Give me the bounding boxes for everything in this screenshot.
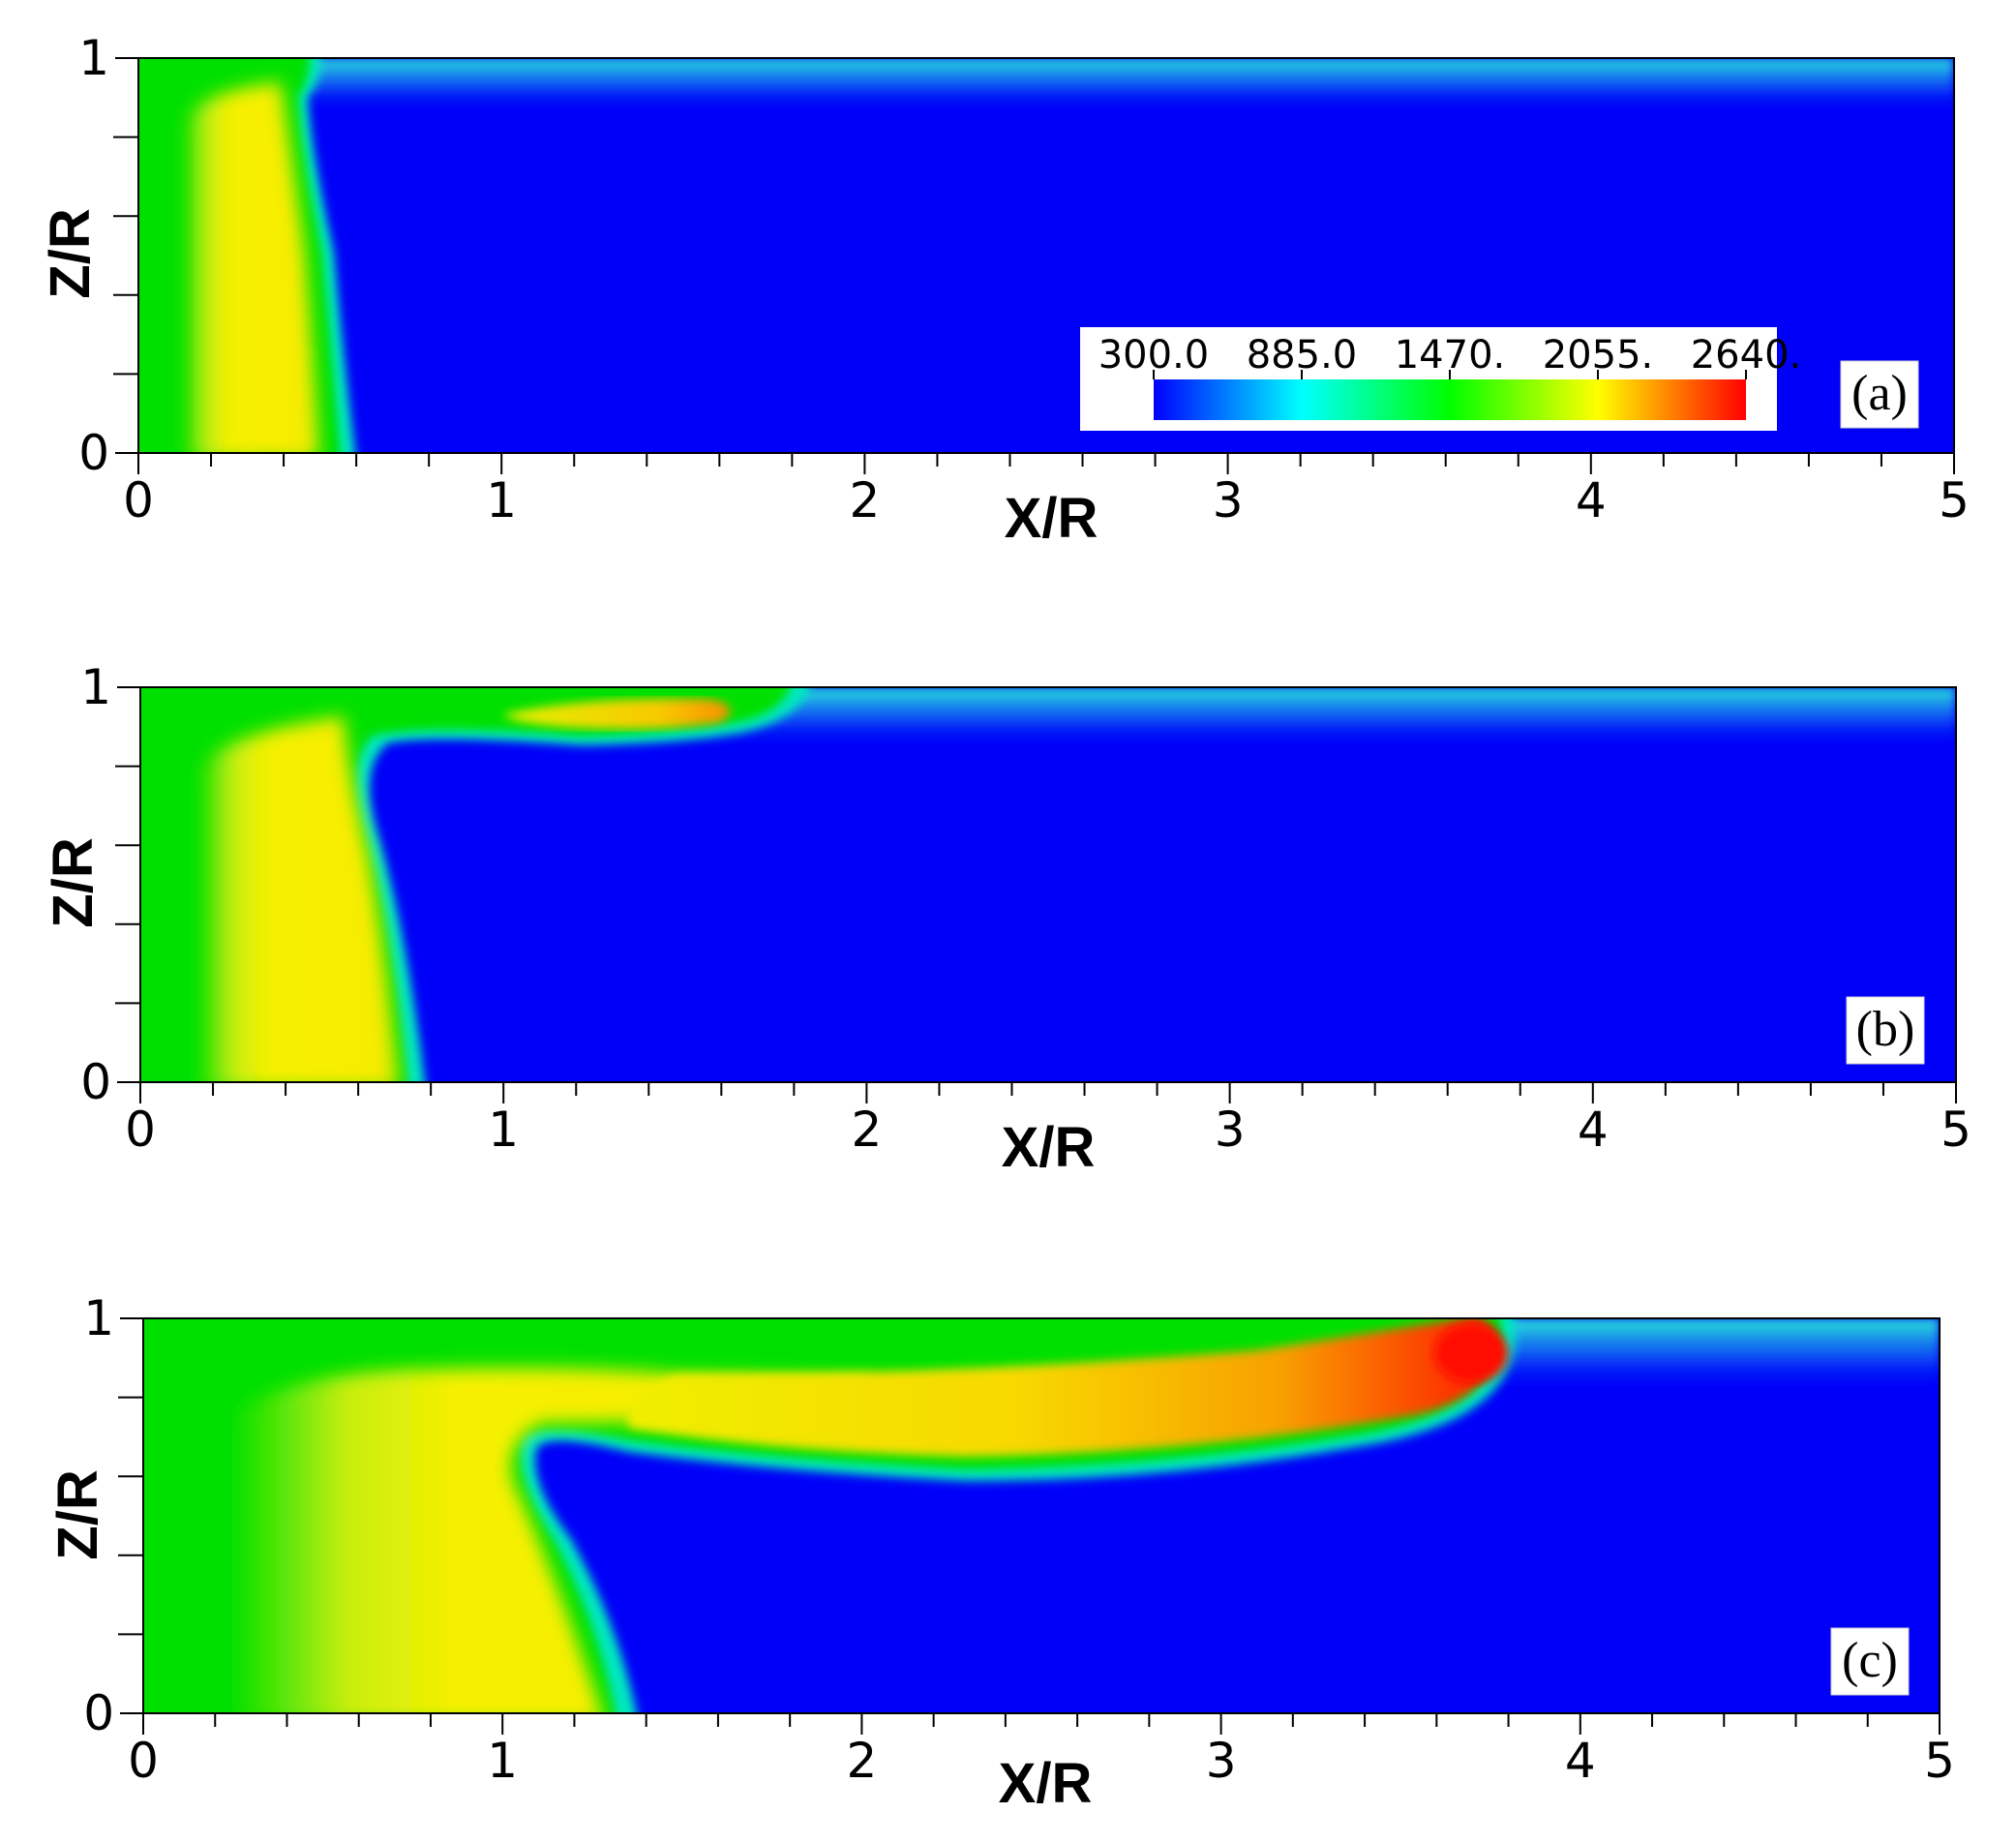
x-tick-label: 2 bbox=[849, 472, 880, 529]
x-tick-label: 2 bbox=[846, 1733, 877, 1789]
x-tick-label: 0 bbox=[125, 1102, 156, 1158]
colorbar-gradient bbox=[1154, 379, 1746, 420]
x-tick-label: 1 bbox=[488, 1102, 519, 1158]
plot-frame bbox=[139, 686, 1957, 1083]
panel-label: (b) bbox=[1856, 1002, 1915, 1057]
colorbar-ticks: 300.0 885.0 1470. 2055. 2640. bbox=[1098, 333, 1802, 379]
x-tick-label: 3 bbox=[1215, 1102, 1246, 1158]
wall-layer bbox=[138, 58, 1954, 111]
colorbar-tick-label: 2640. bbox=[1691, 333, 1802, 378]
contour-field bbox=[138, 58, 1954, 453]
x-tick-label: 1 bbox=[487, 1733, 518, 1789]
x-tick-label: 4 bbox=[1565, 1733, 1596, 1789]
panel-a: 300.0 885.0 1470. 2055. 2640. (a) 0 1 2 3 4 5 0 1 X… bbox=[39, 30, 1970, 550]
panel-label: (c) bbox=[1842, 1633, 1898, 1688]
axes-c: 0 1 2 3 4 5 0 1 bbox=[83, 1290, 1955, 1789]
x-tick-label: 0 bbox=[128, 1733, 159, 1789]
x-tick-label: 4 bbox=[1576, 472, 1607, 529]
y-tick-label: 0 bbox=[80, 1054, 111, 1110]
y-axis-title: Z/R bbox=[39, 208, 102, 298]
colorbar: 300.0 885.0 1470. 2055. 2640. bbox=[1080, 327, 1801, 431]
x-axis-title: X/R bbox=[999, 1752, 1093, 1815]
hot-core bbox=[232, 1368, 871, 1713]
colorbar-tick-label: 300.0 bbox=[1098, 333, 1210, 378]
y-tick-label: 1 bbox=[80, 659, 111, 715]
x-tick-label: 1 bbox=[486, 472, 517, 529]
y-axis-title: Z/R bbox=[46, 1469, 109, 1559]
y-tick-label: 1 bbox=[78, 30, 109, 86]
plot-frame bbox=[137, 57, 1955, 454]
colorbar-tick-label: 1470. bbox=[1395, 333, 1506, 378]
upper-flame bbox=[627, 1318, 1498, 1457]
y-tick-label: 0 bbox=[83, 1685, 114, 1741]
cold-region bbox=[140, 687, 1956, 1082]
x-axis-title: X/R bbox=[1005, 487, 1098, 550]
panel-c: (c) 0 1 2 3 4 5 0 1 X/R Z/R bbox=[46, 1290, 1955, 1815]
plot-frame bbox=[142, 1317, 1941, 1714]
colorbar-tick-label: 885.0 bbox=[1247, 333, 1358, 378]
panel-label-box: (b) bbox=[1846, 996, 1925, 1065]
y-tick-label: 1 bbox=[83, 1290, 114, 1346]
upper-flame bbox=[503, 698, 731, 730]
x-tick-label: 0 bbox=[123, 472, 154, 529]
x-tick-label: 2 bbox=[851, 1102, 882, 1158]
x-tick-label: 5 bbox=[1939, 472, 1970, 529]
hot-core bbox=[198, 716, 399, 1082]
panel-label: (a) bbox=[1851, 366, 1908, 421]
x-axis-title: X/R bbox=[1002, 1116, 1096, 1179]
axes-a: 0 1 2 3 4 5 0 1 bbox=[78, 30, 1970, 529]
axes-b: 0 1 2 3 4 5 0 1 bbox=[80, 659, 1971, 1158]
x-tick-label: 4 bbox=[1578, 1102, 1609, 1158]
x-tick-label: 5 bbox=[1924, 1733, 1955, 1789]
x-tick-label: 3 bbox=[1206, 1733, 1237, 1789]
peak-region bbox=[1434, 1324, 1508, 1382]
x-tick-label: 3 bbox=[1213, 472, 1244, 529]
x-tick-label: 5 bbox=[1941, 1102, 1971, 1158]
contour-field bbox=[143, 1318, 1940, 1713]
y-tick-label: 0 bbox=[78, 425, 109, 481]
panel-label-box: (a) bbox=[1840, 360, 1919, 429]
panel-label-box: (c) bbox=[1830, 1627, 1910, 1696]
y-axis-title: Z/R bbox=[42, 837, 105, 927]
panel-b: (b) 0 1 2 3 4 5 0 1 X/R Z/R bbox=[42, 659, 1971, 1179]
colorbar-tick-label: 2055. bbox=[1543, 333, 1654, 378]
hot-core bbox=[184, 82, 319, 453]
contour-field bbox=[140, 687, 1956, 1082]
